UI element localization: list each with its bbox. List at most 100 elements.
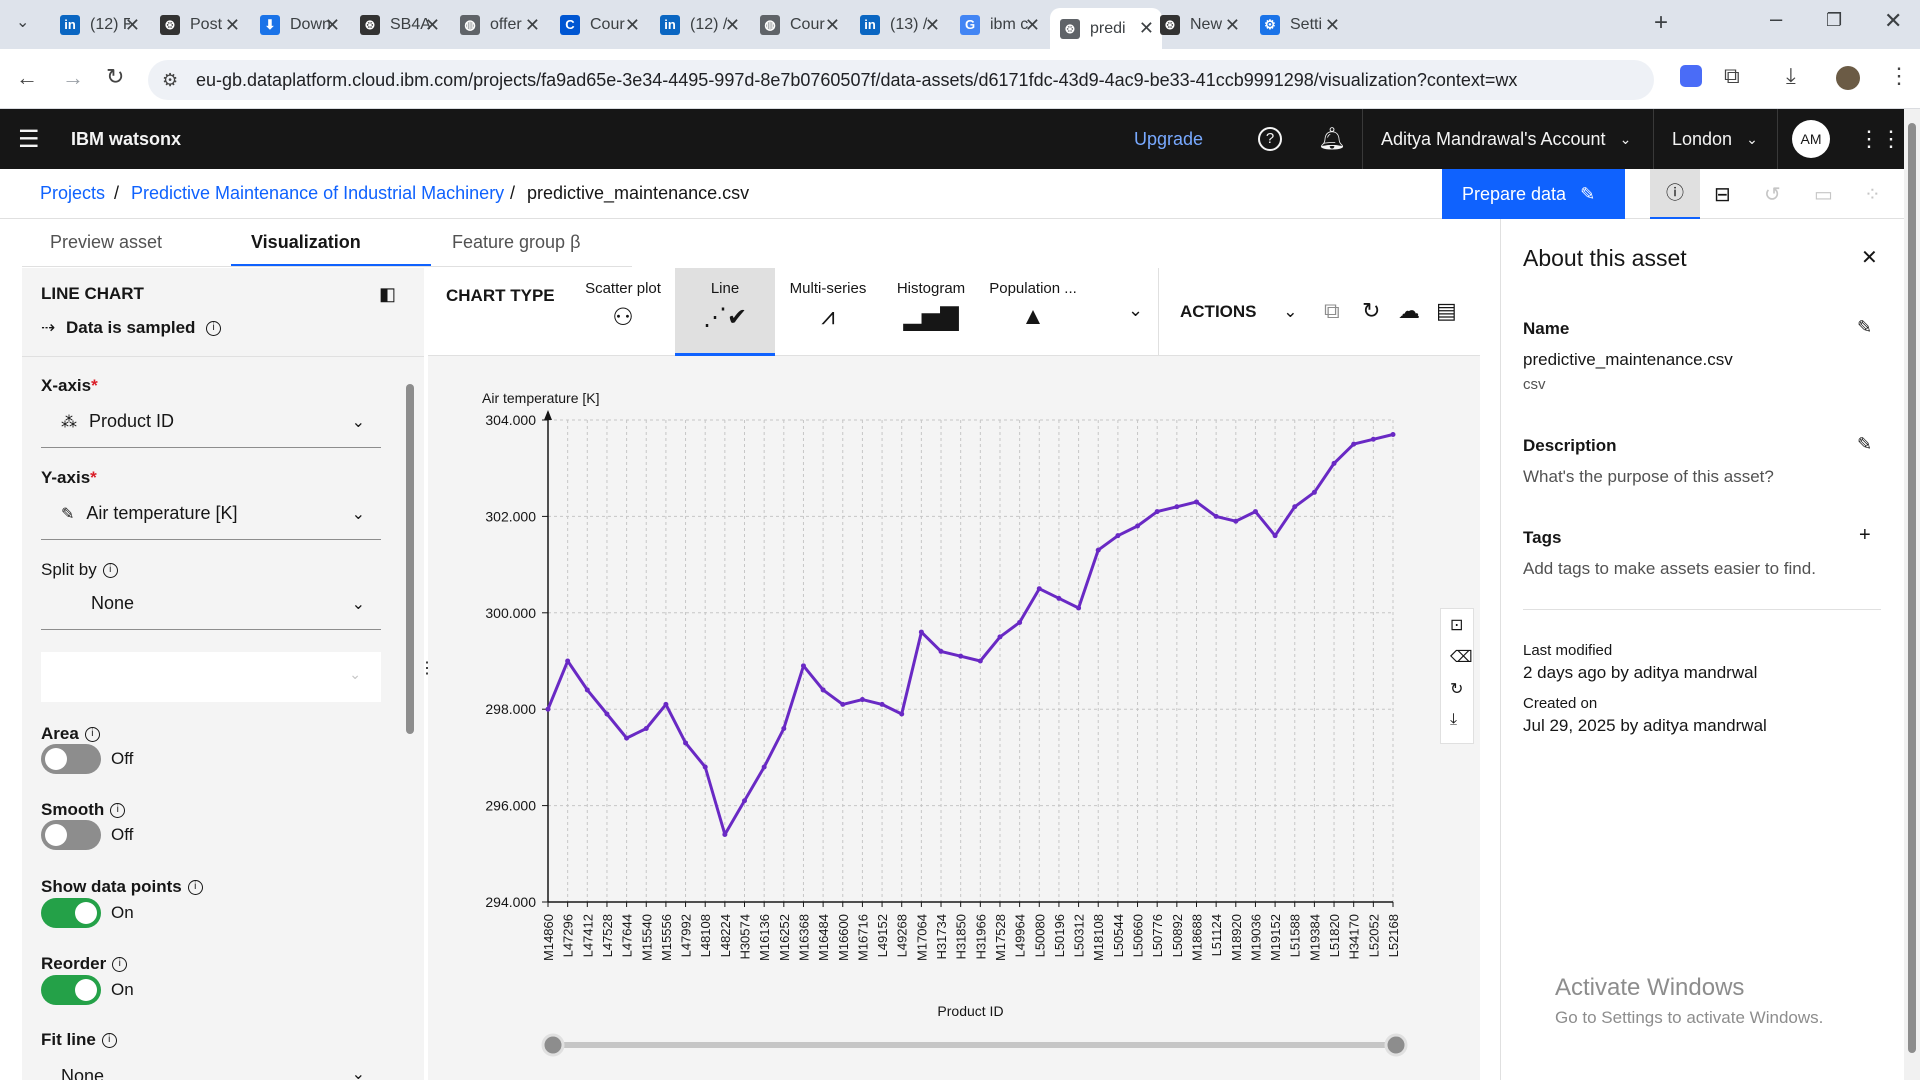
browser-tab[interactable]: C Cour ✕ [550,8,648,42]
site-info-icon[interactable]: ⚙ [162,70,179,90]
refresh-icon[interactable]: ↻ [1362,298,1381,323]
related-assets-icon[interactable]: ⁘ [1864,184,1881,206]
browser-tab[interactable]: ⊛ predi ✕ [1050,8,1162,49]
info-icon[interactable]: i [101,1033,117,1049]
close-tab-icon[interactable]: ✕ [324,14,340,35]
close-tab-icon[interactable]: ✕ [424,14,440,35]
info-panel-button[interactable]: ⓘ [1650,169,1700,219]
close-tab-icon[interactable]: ✕ [824,14,840,35]
tab-search-icon[interactable]: ⌄ [16,14,30,31]
new-tab-button[interactable]: + [1654,9,1669,36]
close-tab-icon[interactable]: ✕ [1024,14,1040,35]
hamburger-menu-icon[interactable]: ☰ [18,125,40,153]
info-icon[interactable]: i [84,727,100,743]
chart-type-line[interactable]: Line ⋰✔ [675,268,775,356]
smooth-toggle[interactable] [41,820,101,850]
edit-description-icon[interactable]: ✎ [1857,434,1873,454]
tab-feature-group[interactable]: Feature group β [452,232,581,252]
chart-settings-icon[interactable]: ▤ [1436,298,1457,323]
profile-avatar[interactable] [1836,66,1860,90]
downloads-icon[interactable]: ⤓ [1786,63,1796,88]
upgrade-link[interactable]: Upgrade [1134,128,1204,149]
info-icon[interactable]: i [187,880,203,896]
reload-icon[interactable]: ↻ [106,64,125,89]
range-slider-end-handle[interactable] [1384,1033,1408,1057]
url-input[interactable]: ⚙ eu-gb.dataplatform.cloud.ibm.com/proje… [148,60,1654,100]
browser-tab[interactable]: in (12) / ✕ [650,8,748,42]
add-tag-icon[interactable]: + [1859,524,1871,546]
close-tab-icon[interactable]: ✕ [224,14,240,35]
range-slider-start-handle[interactable] [541,1033,565,1057]
breadcrumb-projects[interactable]: Projects [40,183,106,203]
back-icon[interactable]: ← [16,65,38,90]
zoom-select-icon[interactable]: ⊡ [1450,617,1464,634]
browser-tab[interactable]: ⚙ Setti ✕ [1250,8,1348,42]
close-window-icon[interactable]: ✕ [1884,8,1903,33]
comments-icon[interactable]: ▭ [1814,184,1833,206]
forward-icon[interactable]: → [62,65,84,90]
close-tab-icon[interactable]: ✕ [1224,14,1240,35]
tab-preview-asset[interactable]: Preview asset [50,232,163,252]
browser-tab[interactable]: ⊛ Post ✕ [150,8,248,42]
y-axis-select[interactable]: ✎ Air temperature [K] ⌄ [41,488,381,540]
edit-name-icon[interactable]: ✎ [1857,317,1873,337]
browser-tab[interactable]: in (12) F ✕ [50,8,148,42]
save-chart-icon[interactable]: ⧉ [1324,298,1340,323]
product-name[interactable]: IBM watsonx [71,128,182,149]
browser-tab[interactable]: ⊛ SB4A ✕ [350,8,448,42]
info-icon[interactable]: i [102,563,118,579]
breadcrumb-project[interactable]: Predictive Maintenance of Industrial Mac… [131,183,505,203]
chart-type-population[interactable]: Population ... ▲ [983,268,1083,356]
browser-menu-icon[interactable]: ⋮ [1888,63,1910,88]
history-icon[interactable]: ↺ [1764,184,1781,206]
close-tab-icon[interactable]: ✕ [1138,18,1154,38]
browser-tab[interactable]: in (13) / ✕ [850,8,948,42]
user-avatar[interactable]: AM [1792,109,1830,169]
x-axis-select[interactable]: ⁂ Product ID ⌄ [41,396,381,448]
description-placeholder[interactable]: What's the purpose of this asset? [1523,467,1774,486]
scrollbar-thumb[interactable] [406,384,414,734]
panel-scrollbar[interactable] [405,364,415,1064]
close-tab-icon[interactable]: ✕ [1324,14,1340,35]
close-tab-icon[interactable]: ✕ [624,14,640,35]
actions-menu[interactable]: ACTIONS ⌄ [1180,302,1297,322]
help-icon[interactable]: ? [1258,109,1282,169]
chart-type-scatter[interactable]: Scatter plot ⚇ [573,268,673,356]
browser-tab[interactable]: ⬇ Down ✕ [250,8,348,42]
minimize-icon[interactable]: – [1770,6,1783,31]
browser-tab[interactable]: ◍ Cour ✕ [750,8,848,42]
chart-type-histogram[interactable]: Histogram ▂▅▇ [881,268,981,356]
close-tab-icon[interactable]: ✕ [524,14,540,35]
close-icon[interactable]: ✕ [1861,247,1878,269]
extensions-puzzle-icon[interactable]: ⧉ [1724,63,1740,88]
zoom-reset-icon[interactable]: ⌫ [1450,649,1473,666]
upload-cloud-icon[interactable]: ☁ [1398,298,1420,323]
notification-bell-icon[interactable]: 🔔︎ [1318,126,1346,151]
info-icon[interactable]: i [112,957,128,973]
close-tab-icon[interactable]: ✕ [724,14,740,35]
chart-type-multiseries[interactable]: Multi-series ⩘ [778,268,878,356]
more-chart-types-icon[interactable]: ⌄ [1128,300,1144,320]
account-switcher[interactable]: Aditya Mandrawal's Account ⌄ [1381,109,1631,169]
tab-visualization[interactable]: Visualization [251,232,361,252]
restore-icon[interactable]: ❐ [1826,10,1843,30]
info-icon[interactable]: i [110,803,126,819]
show-data-points-toggle[interactable] [41,898,101,928]
region-switcher[interactable]: London ⌄ [1672,109,1758,169]
collapse-panel-icon[interactable]: ◧ [379,284,397,304]
download-chart-icon[interactable]: ⤓ [1450,711,1458,728]
split-by-select[interactable]: None ⌄ [41,578,381,630]
close-tab-icon[interactable]: ✕ [124,14,140,35]
close-tab-icon[interactable]: ✕ [924,14,940,35]
prepare-data-button[interactable]: Prepare data ✎ [1442,169,1625,219]
info-icon[interactable]: i [206,321,222,337]
page-scrollbar[interactable] [1904,109,1920,1080]
reorder-toggle[interactable] [41,975,101,1005]
browser-tab[interactable]: ◍ offer ✕ [450,8,548,42]
browser-tab[interactable]: ⊛ New ✕ [1150,8,1248,42]
extension-ai-icon[interactable] [1680,65,1702,87]
split-secondary-select[interactable]: ⌄ [41,652,381,702]
page-scrollbar-thumb[interactable] [1908,123,1916,1053]
panel-splitter[interactable] [424,268,428,1080]
